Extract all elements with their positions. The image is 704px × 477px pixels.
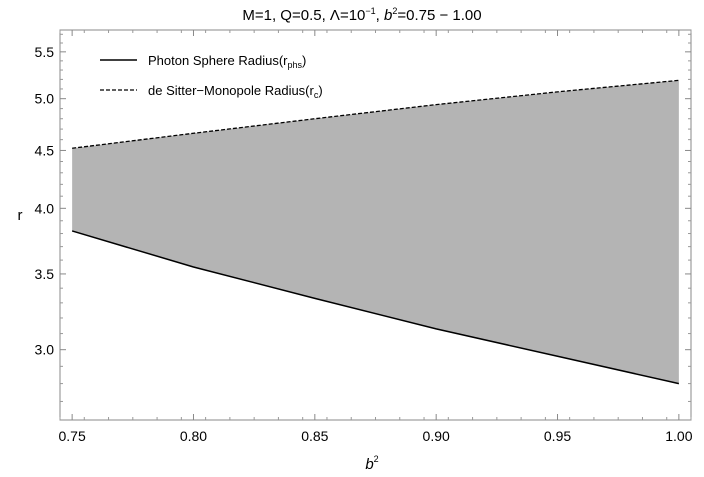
y-tick-label: 4.5: [35, 142, 55, 158]
legend-entry-photon-sphere-sub: phs: [287, 60, 302, 70]
y-tick-label: 5.0: [35, 91, 55, 107]
y-tick-label: 5.5: [35, 44, 55, 60]
legend-entry-photon-sphere: Photon Sphere Radius(rphs): [148, 53, 306, 70]
x-tick-label: 0.90: [423, 428, 450, 444]
legend-entry-photon-sphere-close: ): [302, 53, 306, 68]
chart-title: M=1, Q=0.5, Λ=10−1, b2=0.75 − 1.00: [242, 6, 481, 24]
title-b-exponent: 2: [392, 6, 397, 16]
x-tick-label: 0.75: [59, 428, 86, 444]
legend-entry-photon-sphere-name: Photon Sphere Radius(r: [148, 53, 288, 68]
title-suffix: =0.75 − 1.00: [397, 7, 481, 24]
y-tick-label: 3.5: [35, 266, 55, 282]
y-axis-label: r: [18, 207, 23, 224]
legend: Photon Sphere Radius(rphs) de Sitter−Mon…: [100, 53, 323, 100]
x-axis-ticks: 0.75 0.80 0.85 0.90 0.95 1.00: [59, 30, 693, 444]
y-tick-label: 4.0: [35, 200, 55, 216]
legend-entry-de-sitter-sub: c: [314, 90, 319, 100]
x-axis-label-base: b: [365, 456, 373, 473]
title-prefix: M=1, Q=0.5, Λ=10: [242, 7, 365, 24]
title-b-var: b: [384, 7, 392, 24]
legend-entry-de-sitter-close: ): [318, 83, 322, 98]
series-line-photon-sphere: [71, 230, 680, 385]
legend-entry-de-sitter-name: de Sitter−Monopole Radius(r: [148, 83, 315, 98]
x-tick-label: 0.85: [301, 428, 328, 444]
title-mid: ,: [376, 7, 384, 24]
x-axis-label: b2: [365, 454, 378, 473]
y-tick-label: 3.0: [35, 342, 55, 358]
x-tick-label: 1.00: [665, 428, 692, 444]
x-axis-label-exponent: 2: [374, 454, 379, 464]
y-axis-ticks: 3.0 3.5 4.0 4.5 5.0 5.5: [35, 33, 691, 402]
x-tick-label: 0.80: [180, 428, 207, 444]
x-tick-label: 0.95: [544, 428, 571, 444]
legend-entry-de-sitter: de Sitter−Monopole Radius(rc): [148, 83, 323, 100]
shaded-region: [72, 80, 679, 384]
title-lambda-exponent: −1: [365, 6, 375, 16]
